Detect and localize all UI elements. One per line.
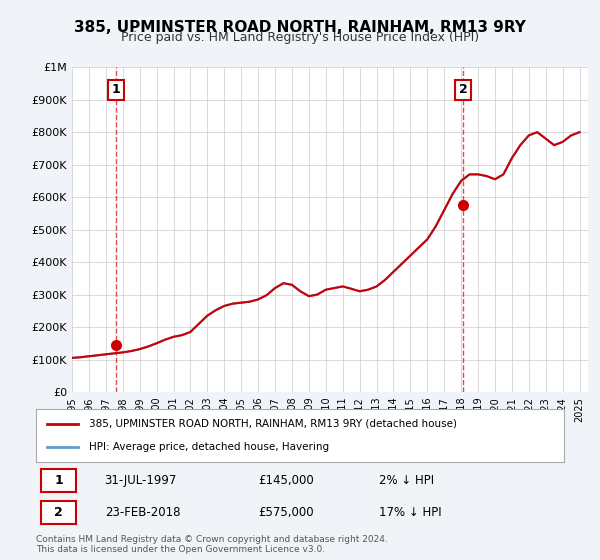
Text: Contains HM Land Registry data © Crown copyright and database right 2024.
This d: Contains HM Land Registry data © Crown c…	[36, 535, 388, 554]
FancyBboxPatch shape	[41, 501, 76, 524]
Text: 385, UPMINSTER ROAD NORTH, RAINHAM, RM13 9RY: 385, UPMINSTER ROAD NORTH, RAINHAM, RM13…	[74, 20, 526, 35]
Text: 1: 1	[55, 474, 63, 487]
Text: 17% ↓ HPI: 17% ↓ HPI	[379, 506, 442, 519]
Text: 2: 2	[55, 506, 63, 519]
Text: 1: 1	[111, 83, 120, 96]
Text: HPI: Average price, detached house, Havering: HPI: Average price, detached house, Have…	[89, 442, 329, 452]
Text: 2: 2	[459, 83, 467, 96]
Text: 385, UPMINSTER ROAD NORTH, RAINHAM, RM13 9RY (detached house): 385, UPMINSTER ROAD NORTH, RAINHAM, RM13…	[89, 419, 457, 429]
Text: 23-FEB-2018: 23-FEB-2018	[104, 506, 180, 519]
Text: 2% ↓ HPI: 2% ↓ HPI	[379, 474, 434, 487]
Text: Price paid vs. HM Land Registry's House Price Index (HPI): Price paid vs. HM Land Registry's House …	[121, 31, 479, 44]
FancyBboxPatch shape	[41, 469, 76, 492]
Text: £145,000: £145,000	[258, 474, 314, 487]
Text: 31-JUL-1997: 31-JUL-1997	[104, 474, 177, 487]
Text: £575,000: £575,000	[258, 506, 313, 519]
